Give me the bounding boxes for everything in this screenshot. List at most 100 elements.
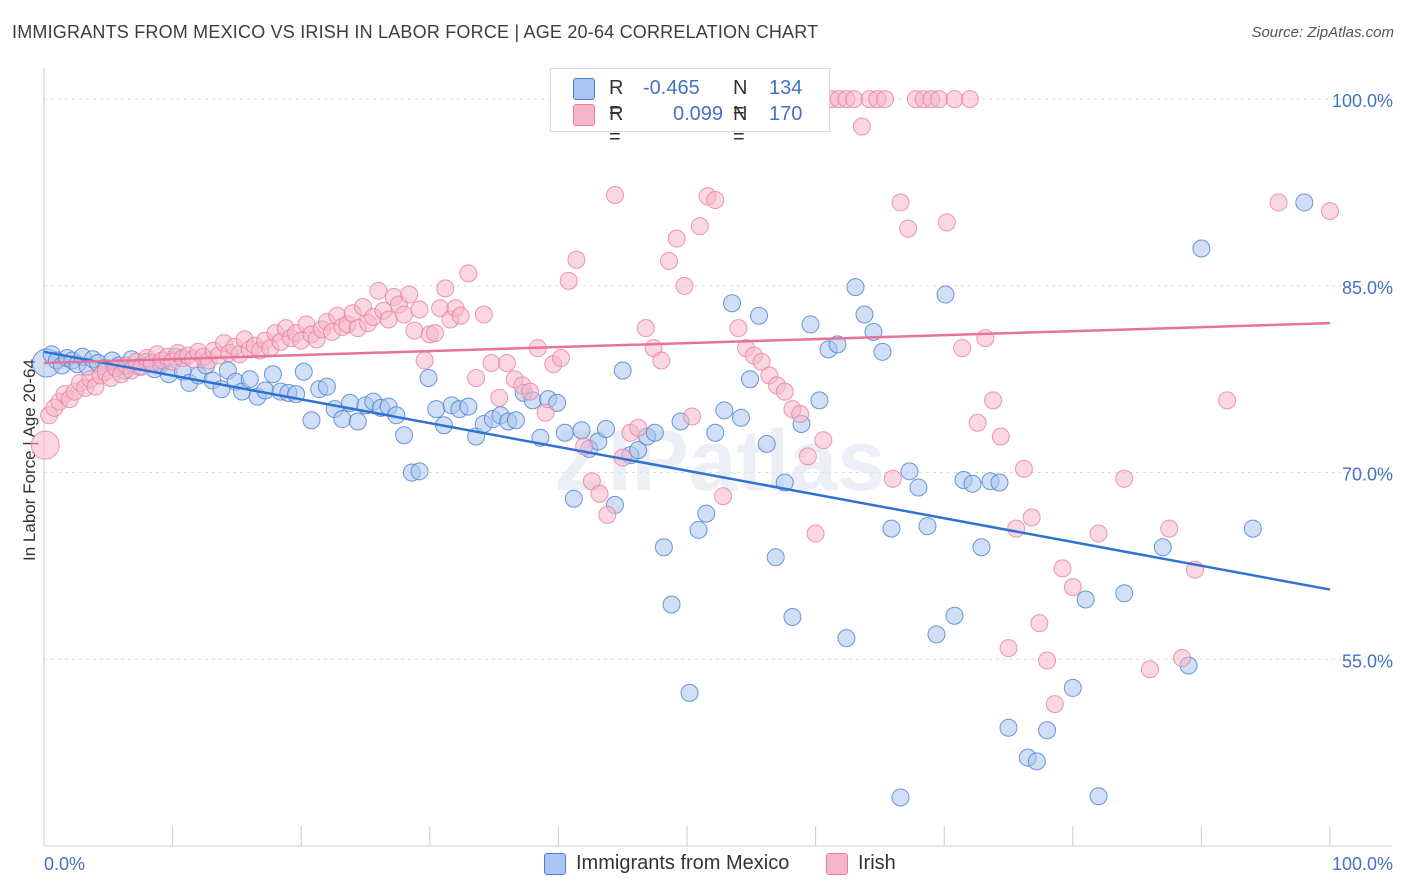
- mexico-point: [1115, 584, 1134, 603]
- correlation-legend: R = -0.465 N = 134 R = 0.099 N = 170: [550, 68, 830, 148]
- mexico-point: [596, 419, 615, 438]
- mexico-point: [846, 278, 865, 297]
- mexico-point: [882, 519, 901, 538]
- mexico-point: [715, 401, 734, 420]
- irish-point: [876, 90, 895, 109]
- irish-point: [30, 430, 60, 460]
- irish-point: [852, 117, 871, 136]
- irish-point: [521, 382, 540, 401]
- x-ticks: 0.0% 100.0%: [44, 854, 1393, 874]
- mexico-point: [837, 629, 856, 648]
- irish-point: [1022, 508, 1041, 527]
- irish-points: [30, 90, 1339, 714]
- series-legend: Immigrants from Mexico Irish: [0, 850, 1406, 880]
- irish-point: [467, 368, 486, 387]
- irish-point: [379, 310, 398, 329]
- irish-point: [930, 90, 949, 109]
- irish-point: [436, 279, 455, 298]
- irish-point: [953, 339, 972, 358]
- irish-point: [806, 524, 825, 543]
- mexico-point: [741, 370, 760, 389]
- irish-point: [729, 319, 748, 338]
- mexico-point: [972, 538, 991, 557]
- legend-r-label: R =: [609, 103, 624, 148]
- y-tick-label: 55.0%: [1342, 651, 1393, 671]
- legend-r-value-irish: 0.099: [673, 103, 724, 125]
- mexico-point: [1076, 590, 1095, 609]
- irish-point: [636, 319, 655, 338]
- irish-point: [567, 250, 586, 269]
- legend-swatch-mexico: [573, 78, 595, 100]
- irish-point: [1014, 459, 1033, 478]
- mexico-point: [723, 294, 742, 313]
- mexico-point: [548, 393, 567, 412]
- mexico-point: [1063, 678, 1082, 697]
- irish-point: [1218, 391, 1237, 410]
- mexico-point: [240, 370, 259, 389]
- irish-point: [683, 407, 702, 426]
- mexico-point: [1243, 519, 1262, 538]
- mexico-point: [766, 548, 785, 567]
- trendlines: [43, 321, 1331, 591]
- irish-point: [459, 264, 478, 283]
- mexico-point: [572, 421, 591, 440]
- legend-swatch-mexico: [544, 853, 566, 875]
- mexico-point: [783, 607, 802, 626]
- mexico-point: [999, 718, 1018, 737]
- irish-point: [1038, 651, 1057, 670]
- irish-point: [960, 90, 979, 109]
- legend-label-irish: Irish: [858, 852, 896, 874]
- trendline-irish: [43, 321, 1331, 365]
- irish-point: [814, 431, 833, 450]
- mexico-point: [410, 462, 429, 481]
- mexico-point: [900, 462, 919, 481]
- irish-point: [1007, 519, 1026, 538]
- irish-point: [497, 354, 516, 373]
- x-tick-label-start: 0.0%: [44, 854, 85, 874]
- legend-n-value-irish: 170: [769, 103, 803, 125]
- mexico-point: [348, 412, 367, 431]
- irish-point: [1269, 193, 1288, 212]
- irish-point: [451, 306, 470, 325]
- irish-point: [845, 90, 864, 109]
- mexico-point: [945, 606, 964, 625]
- mexico-point: [427, 400, 446, 419]
- irish-point: [937, 213, 956, 232]
- irish-point: [1053, 559, 1072, 578]
- irish-point: [798, 447, 817, 466]
- mexico-point: [317, 377, 336, 396]
- chart-title: IMMIGRANTS FROM MEXICO VS IRISH IN LABOR…: [12, 22, 819, 42]
- mexico-point: [689, 520, 708, 539]
- mexico-point: [506, 411, 525, 430]
- irish-point: [410, 300, 429, 319]
- mexico-point: [613, 361, 632, 380]
- legend-swatch-irish: [826, 853, 848, 875]
- irish-point: [490, 388, 509, 407]
- irish-point: [714, 487, 733, 506]
- mexico-point: [419, 368, 438, 387]
- mexico-point: [263, 365, 282, 384]
- mexico-point: [645, 423, 664, 442]
- irish-point: [400, 285, 419, 304]
- mexico-point: [395, 426, 414, 445]
- legend-label-mexico: Immigrants from Mexico: [576, 852, 790, 874]
- y-tick-label: 70.0%: [1342, 465, 1393, 485]
- irish-point: [1160, 519, 1179, 538]
- irish-point: [1045, 695, 1064, 714]
- mexico-point: [629, 441, 648, 460]
- mexico-point: [459, 397, 478, 416]
- mexico-point: [1192, 239, 1211, 258]
- irish-point: [1063, 578, 1082, 597]
- irish-point: [1173, 649, 1192, 668]
- irish-point: [667, 229, 686, 248]
- irish-point: [999, 639, 1018, 658]
- legend-r-value-mexico: -0.465: [643, 77, 700, 99]
- irish-point: [536, 403, 555, 422]
- irish-point: [945, 90, 964, 109]
- mexico-point: [680, 683, 699, 702]
- irish-point: [791, 405, 810, 424]
- mexico-point: [706, 423, 725, 442]
- legend-n-label: N =: [733, 103, 748, 148]
- irish-point: [629, 418, 648, 437]
